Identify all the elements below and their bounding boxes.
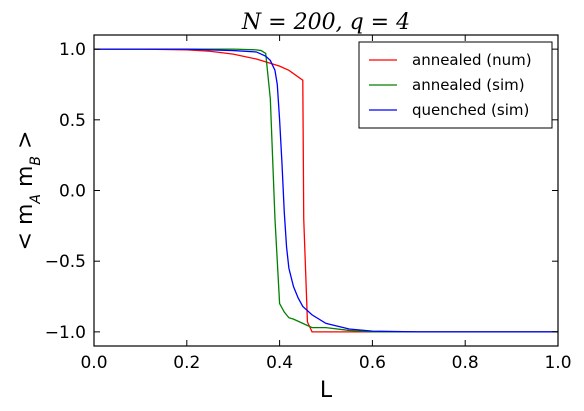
y-axis-label: < mA mB > [13,131,44,251]
legend-entry: annealed (num) [412,51,532,69]
series-layer [94,48,558,333]
legend-entry: annealed (sim) [412,76,525,94]
legend: annealed (num) annealed (sim) quenched (si… [358,41,553,129]
series-line-3 [94,48,558,333]
ticks-layer: 0.0 0.2 0.4 0.6 0.8 1.0 1.0 0.5 0.0 −0.5 −1.0 [45,35,572,373]
y-tick-label: 0.0 [59,182,86,202]
chart-title: N = 200, q = 4 [241,10,410,35]
x-tick-label: 0.8 [452,353,479,373]
y-tick-label: −0.5 [45,252,86,272]
y-tick-label: 0.5 [59,111,86,131]
x-tick-label: 1.0 [544,353,571,373]
legend-entry: quenched (sim) [412,101,529,119]
x-tick-label: 0.2 [173,353,200,373]
y-tick-label: −1.0 [45,323,86,343]
x-tick-label: 0.0 [80,353,107,373]
y-tick-label: 1.0 [59,40,86,60]
x-axis-label: L [320,378,333,403]
x-tick-label: 0.6 [359,353,386,373]
x-tick-label: 0.4 [266,353,293,373]
